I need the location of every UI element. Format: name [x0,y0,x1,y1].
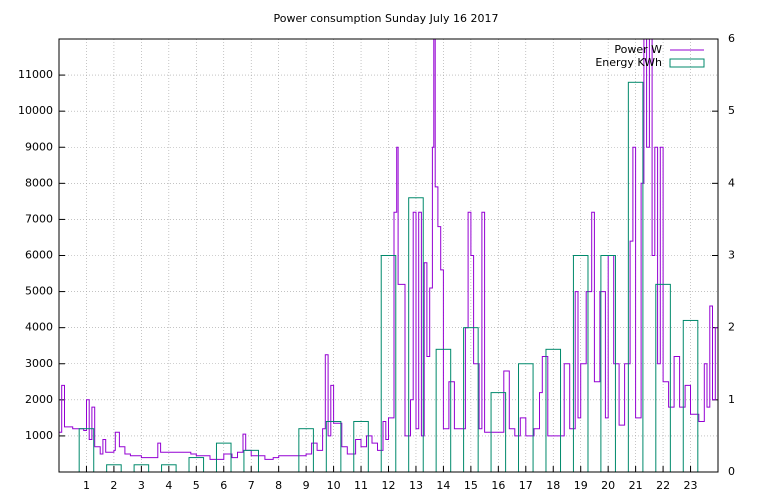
legend-label: Energy KWh [595,56,662,69]
legend-label: Power W [614,43,662,56]
y2-tick-label: 2 [728,321,735,334]
x-tick-label: 11 [354,479,368,492]
y2-tick-label: 0 [728,465,735,478]
y2-tick-label: 4 [728,176,735,189]
x-tick-label: 9 [303,479,310,492]
x-tick-label: 10 [327,479,341,492]
x-tick-label: 22 [656,479,670,492]
x-tick-label: 23 [684,479,698,492]
y-tick-label: 7000 [25,212,53,225]
x-tick-label: 1 [83,479,90,492]
x-tick-label: 8 [275,479,282,492]
x-tick-label: 20 [601,479,615,492]
x-tick-label: 12 [382,479,396,492]
x-tick-label: 13 [409,479,423,492]
y-tick-label: 8000 [25,176,53,189]
plot-frame [58,38,719,473]
y-tick-label: 10000 [18,104,53,117]
x-tick-label: 16 [491,479,505,492]
legend-swatch [669,58,705,68]
x-tick-label: 2 [110,479,117,492]
y2-tick-label: 5 [728,104,735,117]
chart-title: Power consumption Sunday July 16 2017 [274,12,499,25]
x-tick-label: 21 [629,479,643,492]
x-tick-label: 15 [464,479,478,492]
y-tick-label: 3000 [25,357,53,370]
y2-tick-label: 3 [728,249,735,262]
x-tick-label: 6 [220,479,227,492]
power-line [59,39,718,460]
y2-tick-label: 6 [728,32,735,45]
x-tick-label: 4 [165,479,172,492]
x-tick-label: 5 [193,479,200,492]
y-tick-label: 1000 [25,429,53,442]
x-tick-label: 14 [436,479,450,492]
x-tick-label: 17 [519,479,533,492]
x-tick-label: 19 [574,479,588,492]
y-tick-label: 11000 [18,68,53,81]
y2-tick-label: 1 [728,393,735,406]
y-tick-label: 5000 [25,285,53,298]
y-tick-label: 2000 [25,393,53,406]
x-tick-label: 18 [546,479,560,492]
y-tick-label: 4000 [25,321,53,334]
x-tick-label: 3 [138,479,145,492]
x-tick-label: 7 [248,479,255,492]
y-tick-label: 6000 [25,249,53,262]
y-tick-label: 9000 [25,140,53,153]
